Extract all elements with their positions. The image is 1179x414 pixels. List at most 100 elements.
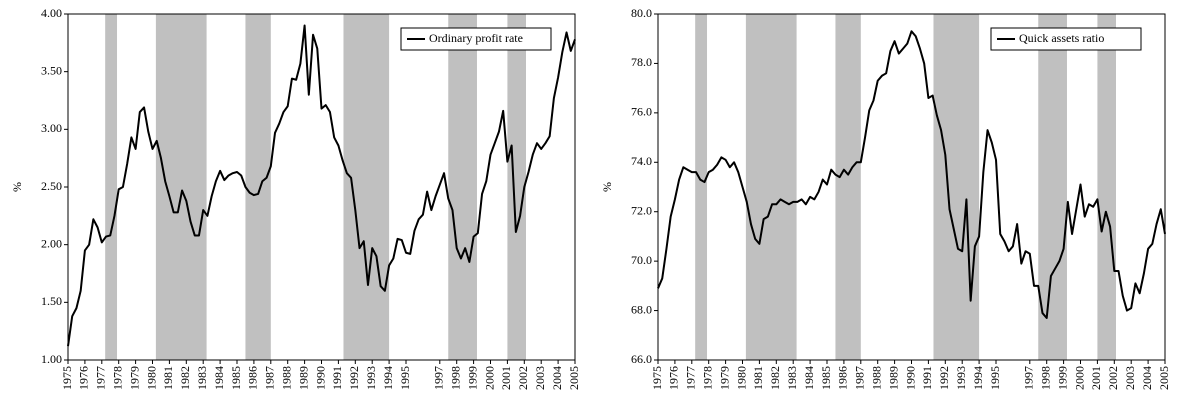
x-tick-label: 1993 (954, 366, 968, 390)
x-tick-label: 1978 (110, 366, 124, 390)
y-tick-label: 70.0 (631, 253, 652, 267)
y-tick-label: 80.0 (631, 6, 652, 20)
y-tick-label: 2.00 (41, 236, 62, 250)
x-tick-label: 1997 (432, 366, 446, 390)
x-tick-label: 1979 (127, 366, 141, 390)
x-tick-label: 1980 (144, 366, 158, 390)
x-tick-label: 1994 (971, 366, 985, 390)
y-tick-label: 3.50 (41, 63, 62, 77)
x-tick-label: 2001 (1089, 366, 1103, 390)
legend-box (400, 27, 552, 51)
y-tick-label: 68.0 (631, 302, 652, 316)
x-tick-label: 1982 (178, 366, 192, 390)
y-tick-label: 72.0 (631, 203, 652, 217)
x-tick-label: 1975 (650, 366, 664, 390)
x-tick-label: 2001 (499, 366, 513, 390)
y-tick-label: 3.00 (41, 121, 62, 135)
y-tick-label: 76.0 (631, 105, 652, 119)
shaded-period (1097, 14, 1116, 360)
x-tick-label: 1991 (920, 366, 934, 390)
x-tick-label: 1990 (313, 366, 327, 390)
x-tick-label: 2002 (1106, 366, 1120, 390)
x-tick-label: 1984 (802, 366, 816, 390)
x-tick-label: 2004 (550, 366, 564, 390)
x-tick-label: 1991 (330, 366, 344, 390)
x-tick-label: 1986 (246, 366, 260, 390)
shaded-period (343, 14, 390, 360)
legend-box (990, 27, 1142, 51)
shaded-period (835, 14, 861, 360)
y-tick-label: 78.0 (631, 55, 652, 69)
x-tick-label: 1976 (77, 366, 91, 390)
y-tick-label: 74.0 (631, 154, 652, 168)
x-tick-label: 1995 (398, 366, 412, 390)
series-line (67, 24, 576, 347)
x-tick-label: 1984 (212, 366, 226, 390)
shaded-period (448, 14, 477, 360)
x-tick-label: 1998 (1038, 366, 1052, 390)
x-tick-label: 1988 (279, 366, 293, 390)
x-tick-label: 1993 (364, 366, 378, 390)
shaded-period (245, 14, 271, 360)
x-tick-label: 1977 (94, 366, 108, 390)
x-tick-label: 2003 (533, 366, 547, 390)
shaded-period (1038, 14, 1067, 360)
x-tick-label: 1986 (836, 366, 850, 390)
x-tick-label: 1983 (195, 366, 209, 390)
x-tick-label: 1987 (263, 366, 277, 390)
x-tick-label: 1981 (161, 366, 175, 390)
y-tick-label: 1.00 (41, 352, 62, 366)
x-tick-label: 1992 (937, 366, 951, 390)
x-tick-label: 1978 (700, 366, 714, 390)
x-tick-label: 2004 (1140, 366, 1154, 390)
series-line (657, 30, 1166, 319)
x-tick-label: 2003 (1123, 366, 1137, 390)
x-tick-label: 2000 (1072, 366, 1086, 390)
x-tick-label: 2005 (1157, 366, 1171, 390)
x-tick-label: 1999 (1055, 366, 1069, 390)
x-tick-label: 1981 (751, 366, 765, 390)
x-tick-label: 1998 (448, 366, 462, 390)
x-tick-label: 2000 (482, 366, 496, 390)
x-tick-label: 1983 (785, 366, 799, 390)
y-tick-label: 4.00 (41, 6, 62, 20)
x-tick-label: 1982 (768, 366, 782, 390)
plot-frame (67, 13, 576, 361)
legend-label: Ordinary profit rate (429, 31, 523, 45)
x-tick-label: 1992 (347, 366, 361, 390)
y-tick-label: 66.0 (631, 352, 652, 366)
shaded-period (745, 14, 797, 360)
legend-label: Quick assets ratio (1019, 31, 1104, 45)
chart: 66.0 68.0 70.0 72.0 74.0 76.0 78.0 80.0 1975 1976… (600, 6, 1171, 390)
shaded-period (933, 14, 980, 360)
y-axis-label: % (10, 182, 24, 192)
shaded-period (155, 14, 207, 360)
x-tick-label: 1988 (869, 366, 883, 390)
x-tick-label: 1975 (60, 366, 74, 390)
shaded-period (507, 14, 526, 360)
x-tick-label: 1976 (667, 366, 681, 390)
x-tick-label: 1999 (465, 366, 479, 390)
plot-frame (657, 13, 1166, 361)
x-tick-label: 1977 (684, 366, 698, 390)
x-tick-label: 1990 (903, 366, 917, 390)
x-tick-label: 2005 (567, 366, 581, 390)
x-tick-label: 1989 (886, 366, 900, 390)
x-tick-label: 1994 (381, 366, 395, 390)
chart: 1.00 1.50 2.00 2.50 3.00 3.50 4.00 1975 1976 1977… (10, 6, 581, 390)
shaded-period (105, 14, 118, 360)
x-tick-label: 1989 (296, 366, 310, 390)
x-tick-label: 1995 (988, 366, 1002, 390)
x-tick-label: 1985 (819, 366, 833, 390)
x-tick-label: 1985 (229, 366, 243, 390)
y-axis-label: % (600, 182, 614, 192)
x-tick-label: 1979 (717, 366, 731, 390)
y-tick-label: 2.50 (41, 179, 62, 193)
shaded-period (695, 14, 708, 360)
x-tick-label: 1980 (734, 366, 748, 390)
x-tick-label: 1987 (853, 366, 867, 390)
y-tick-label: 1.50 (41, 294, 62, 308)
x-tick-label: 2002 (516, 366, 530, 390)
x-tick-label: 1997 (1022, 366, 1036, 390)
